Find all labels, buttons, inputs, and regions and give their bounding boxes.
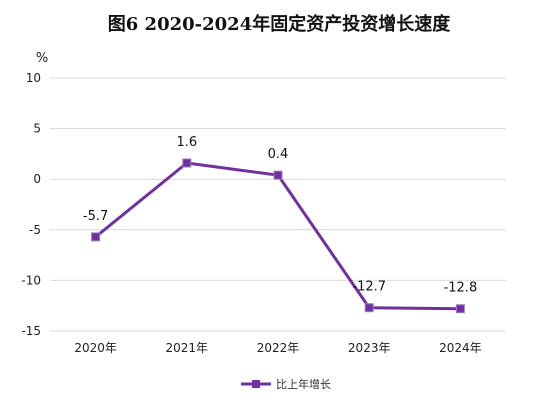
data-label: -5.7 [83,209,108,224]
legend-label: 比上年增长 [276,377,331,391]
data-point [182,158,192,168]
x-tick-label: 2021年 [166,341,209,355]
data-label: -12.8 [444,281,478,296]
y-axis-ticks: 10 5 0 -5 -10 -15 [21,71,41,338]
series-line-group [91,158,465,314]
x-tick-label: 2022年 [257,341,300,355]
legend-swatch-marker [252,380,260,388]
x-tick-label: 2020年 [74,341,117,355]
data-label: -12.7 [352,280,386,295]
gridlines [50,77,506,332]
x-tick-label: 2023年 [348,341,391,355]
data-label: 0.4 [268,147,289,162]
data-point [455,304,465,314]
x-axis-ticks: 2020年 2021年 2022年 2023年 2024年 [74,341,481,355]
series-line [94,161,461,311]
y-tick-label: -5 [29,223,41,237]
y-tick-label: 10 [26,71,41,85]
data-labels: -5.7 1.6 0.4 -12.7 -12.8 [83,135,477,296]
legend: 比上年增长 [241,377,331,391]
y-tick-label: -10 [21,273,41,287]
data-point [273,170,283,180]
data-point [91,232,101,242]
chart-title: 图6 2020-2024年固定资产投资增长速度 [108,13,451,35]
data-label: 1.6 [176,135,197,150]
y-tick-label: 0 [33,172,41,186]
x-tick-label: 2024年 [439,341,482,355]
data-point [364,303,374,313]
y-tick-label: -15 [21,324,41,338]
y-axis-unit: % [36,51,48,66]
y-tick-label: 5 [33,122,41,136]
